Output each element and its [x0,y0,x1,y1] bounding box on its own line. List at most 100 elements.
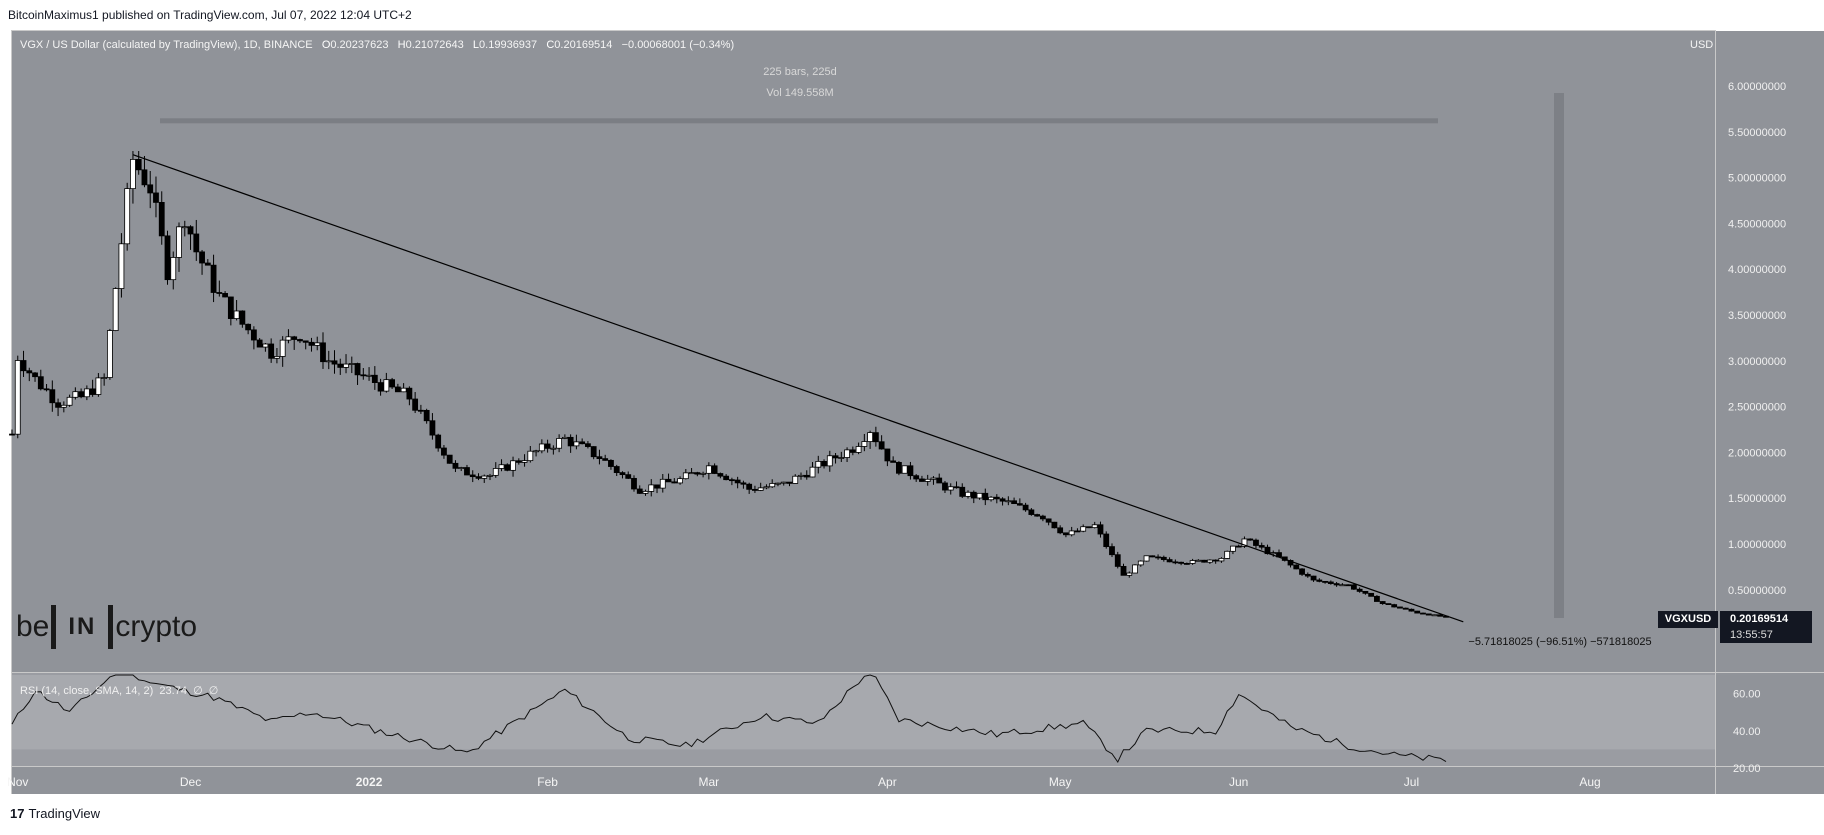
candle [550,447,557,450]
low-label: L [472,39,480,51]
time-axis-label: Jul [1404,775,1419,789]
price-axis-divider [1715,31,1716,794]
candle [274,356,280,359]
candle [717,473,724,477]
candle [1402,607,1409,610]
price-axis[interactable] [1716,31,1824,794]
candle [95,377,102,395]
candle [1080,526,1087,532]
tradingview-logo-icon: 17 [10,806,25,821]
rsi-value: 23.74 [159,685,187,697]
change-value: −0.00068001 (−0.34%) [621,39,735,51]
time-axis-label: Apr [878,775,897,789]
candle [1068,530,1075,536]
high-value: 0.21072643 [405,39,464,51]
candle [320,342,326,363]
tradingview-footer[interactable]: 17 TradingView [10,806,100,821]
candle [1178,561,1185,564]
candle [1362,591,1369,594]
candle [1304,573,1311,577]
candle [176,226,182,258]
candle [1253,539,1259,546]
candle [1201,559,1208,563]
candle [1137,560,1144,566]
candle [1206,559,1213,563]
candle [993,496,1000,500]
candle [233,310,240,319]
candle [763,486,770,489]
candle [124,188,131,245]
measure-bars: 225 bars, 225d [763,66,837,78]
logo-box: IN [51,605,114,649]
candle [890,460,897,463]
candle [1345,584,1352,587]
candle [1155,556,1161,559]
candle [89,388,96,395]
candle [688,472,695,475]
candle [302,340,309,343]
candle [72,391,79,398]
candle [1057,527,1064,534]
candle [492,468,499,476]
candle [394,386,401,393]
candle [976,492,983,499]
candle [510,460,516,471]
candle [1414,610,1421,614]
candle [147,184,154,194]
candle [245,323,252,331]
candle [1241,538,1248,547]
candle [757,487,764,491]
symbol-legend: VGX / US Dollar (calculated by TradingVi… [20,39,734,51]
price-tick-label: 1.50000000 [1728,493,1786,505]
candle [1039,515,1046,520]
candle [199,251,205,264]
candle [527,450,534,462]
axis-divider [12,766,1824,767]
candle [970,491,977,499]
candle [648,484,655,492]
candle [815,461,822,468]
candle [792,475,799,484]
candle [412,398,419,411]
candle [521,460,528,463]
open-value: 0.20237623 [330,39,389,51]
candle [924,478,931,482]
candle [671,481,678,484]
candle [728,479,735,482]
candle [1310,575,1317,581]
candle [1356,588,1363,592]
candle [14,360,21,435]
candle [112,288,119,331]
time-axis-label: Dec [180,775,201,789]
candle [210,264,217,293]
time-axis[interactable] [12,767,1715,794]
candle [204,262,211,266]
candle [682,472,689,480]
candle [1149,555,1156,558]
candle [913,475,920,480]
candle [55,402,61,408]
candle [371,374,378,383]
candle [1235,545,1242,548]
candle [936,477,943,484]
candle [1212,559,1219,562]
candle [360,374,367,377]
candle [337,363,344,368]
candle [308,341,315,346]
candle [1172,561,1179,564]
price-pane[interactable] [12,31,1715,672]
candle [1074,530,1081,533]
candle [1016,503,1023,506]
candle [452,462,459,469]
candles-group [9,151,1449,618]
time-axis-label: 2022 [356,775,383,789]
candle [250,329,257,341]
candle [803,474,810,478]
candle [26,370,33,374]
candle [930,477,937,480]
candle [107,330,113,378]
candle [515,460,522,463]
measure-volume: Vol 149.558M [766,87,834,99]
candle [1143,555,1150,562]
candle [1063,532,1069,536]
